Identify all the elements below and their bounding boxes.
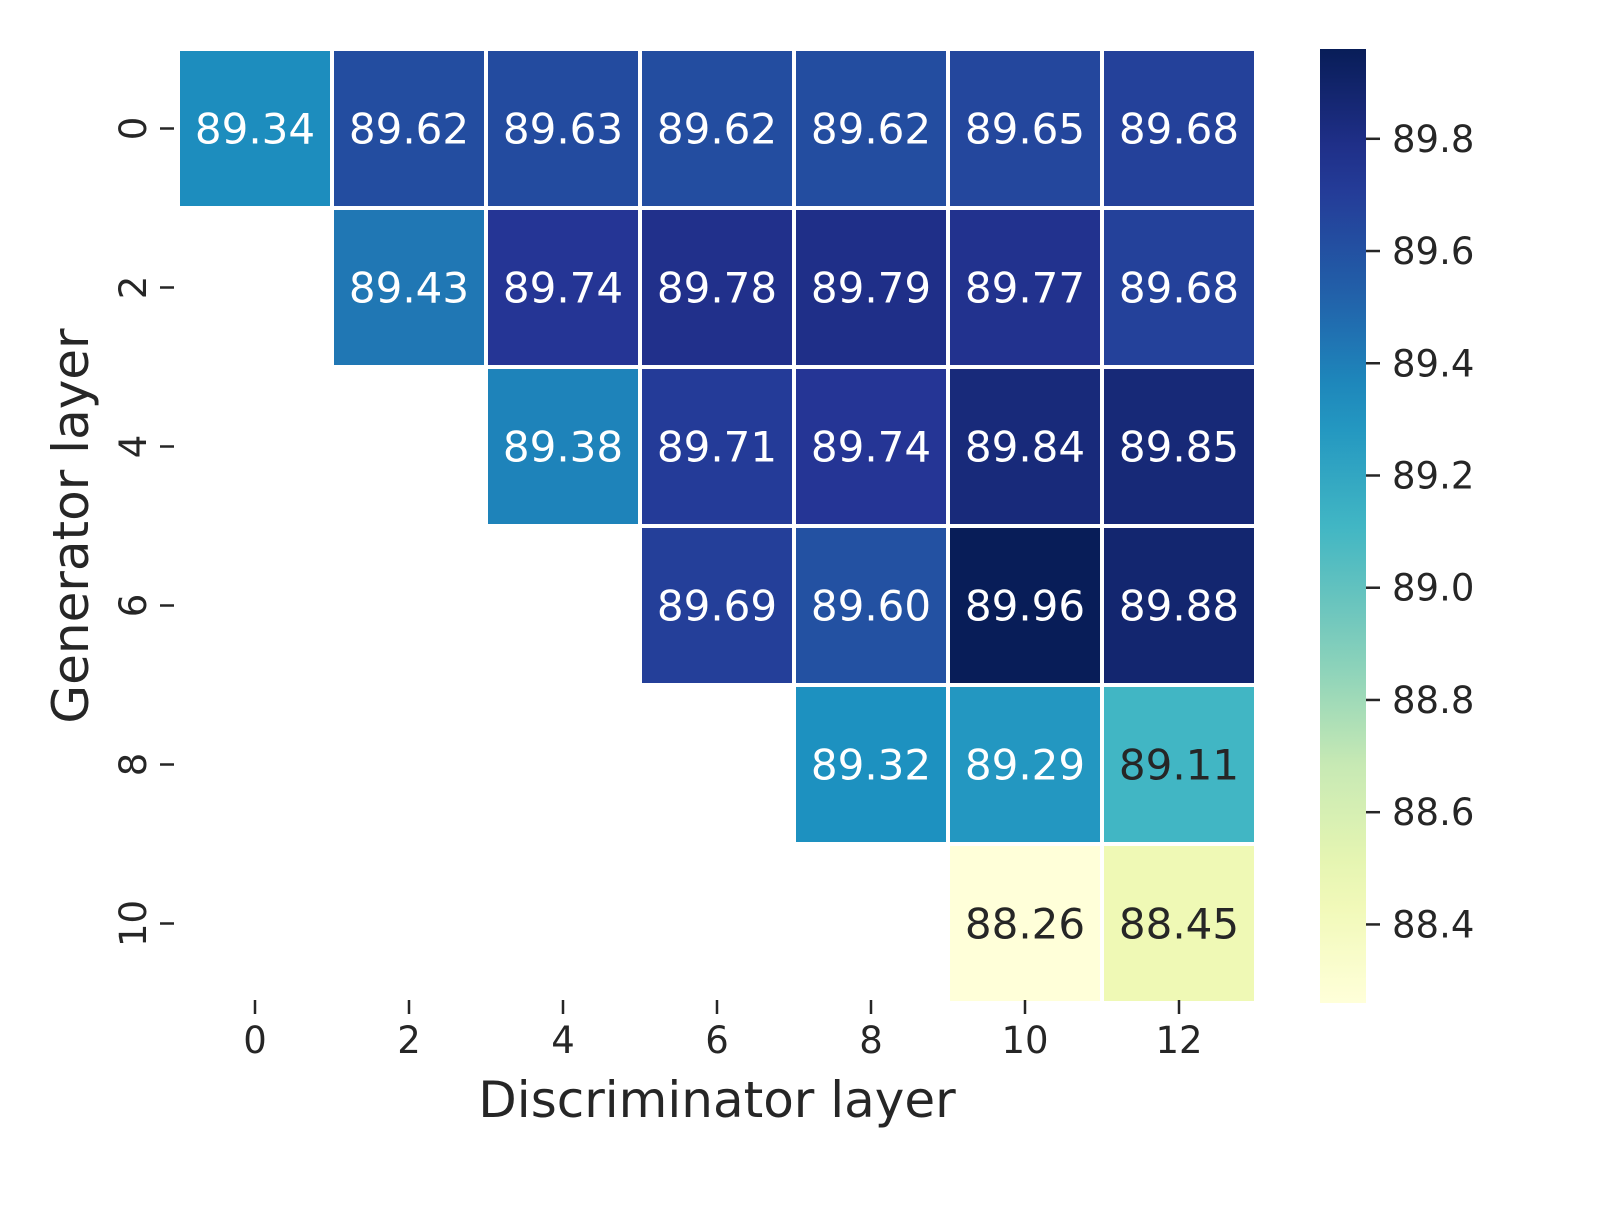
x-tick-label: 10 xyxy=(1001,1019,1048,1062)
heatmap-cell xyxy=(330,47,488,210)
cell-value-label: 89.29 xyxy=(965,741,1085,790)
heatmap-cell xyxy=(946,47,1104,210)
colorbar xyxy=(1320,49,1366,1003)
cell-value-label: 89.78 xyxy=(657,264,777,313)
y-tick-label: 6 xyxy=(112,594,155,618)
colorbar-tick-label: 88.8 xyxy=(1392,679,1474,722)
heatmap-cell xyxy=(638,206,796,369)
heatmap-cell xyxy=(330,206,488,369)
colorbar-tick-label: 89.2 xyxy=(1392,454,1474,497)
x-tick-label: 2 xyxy=(397,1019,421,1062)
x-tick-label: 4 xyxy=(551,1019,575,1062)
cell-value-label: 89.74 xyxy=(811,423,931,472)
cell-value-label: 89.62 xyxy=(657,105,777,154)
heatmap-cell xyxy=(946,524,1104,687)
x-tick-label: 0 xyxy=(243,1019,267,1062)
colorbar-tick-label: 88.4 xyxy=(1392,903,1474,946)
cell-value-label: 89.77 xyxy=(965,264,1085,313)
heatmap-cell xyxy=(946,206,1104,369)
cell-value-label: 89.96 xyxy=(965,582,1085,631)
cell-value-label: 89.74 xyxy=(503,264,623,313)
colorbar-tick-label: 89.6 xyxy=(1392,230,1474,273)
heatmap-cell xyxy=(792,524,950,687)
heatmap-cell xyxy=(1100,524,1258,687)
cell-value-label: 89.32 xyxy=(811,741,931,790)
cell-value-label: 89.38 xyxy=(503,423,623,472)
cell-value-label: 88.45 xyxy=(1119,900,1239,949)
cell-value-label: 89.71 xyxy=(657,423,777,472)
cell-value-label: 89.84 xyxy=(965,423,1085,472)
y-tick-label: 10 xyxy=(112,900,155,947)
heatmap-cell xyxy=(176,47,334,210)
cell-value-label: 88.26 xyxy=(965,900,1085,949)
colorbar-tick-label: 88.6 xyxy=(1392,791,1474,834)
heatmap-cell xyxy=(792,683,950,846)
cell-value-label: 89.85 xyxy=(1119,423,1239,472)
cell-value-label: 89.43 xyxy=(349,264,469,313)
heatmap-cell xyxy=(484,365,642,528)
x-tick-label: 6 xyxy=(705,1019,729,1062)
y-tick-label: 8 xyxy=(112,753,155,777)
heatmap-cell xyxy=(792,365,950,528)
y-tick-label: 4 xyxy=(112,435,155,459)
y-axis-label: Generator layer xyxy=(42,328,100,724)
cell-value-label: 89.65 xyxy=(965,105,1085,154)
y-tick-label: 0 xyxy=(112,117,155,141)
colorbar-tick-label: 89.4 xyxy=(1392,342,1474,385)
cell-value-label: 89.60 xyxy=(811,582,931,631)
cell-value-label: 89.63 xyxy=(503,105,623,154)
heatmap-cell xyxy=(1100,842,1258,1005)
cell-value-label: 89.34 xyxy=(195,105,315,154)
colorbar-tick-label: 89.8 xyxy=(1392,118,1474,161)
colorbar-tick-label: 89.0 xyxy=(1392,567,1474,610)
heatmap-cell xyxy=(946,365,1104,528)
cell-value-label: 89.11 xyxy=(1119,741,1239,790)
y-tick-label: 2 xyxy=(112,276,155,300)
x-tick-label: 12 xyxy=(1155,1019,1202,1062)
cell-value-label: 89.68 xyxy=(1119,105,1239,154)
cell-value-label: 89.69 xyxy=(657,582,777,631)
heatmap-cell xyxy=(638,524,796,687)
x-axis-label: Discriminator layer xyxy=(478,1071,956,1129)
cell-value-label: 89.88 xyxy=(1119,582,1239,631)
heatmap-cell xyxy=(1100,365,1258,528)
cell-value-label: 89.79 xyxy=(811,264,931,313)
cell-value-label: 89.62 xyxy=(811,105,931,154)
cell-value-label: 89.62 xyxy=(349,105,469,154)
cell-value-label: 89.68 xyxy=(1119,264,1239,313)
x-tick-label: 8 xyxy=(859,1019,883,1062)
